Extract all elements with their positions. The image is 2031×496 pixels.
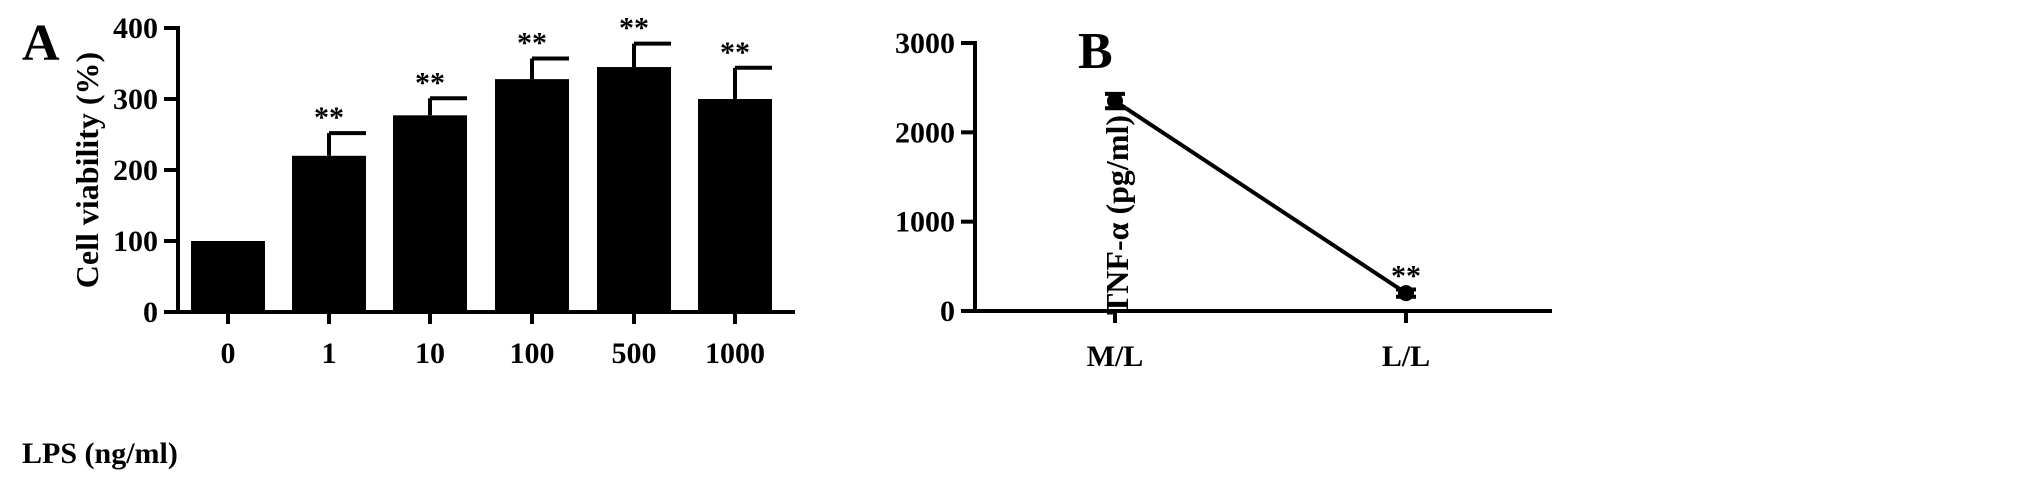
panel-a-significance-label: ** (720, 36, 750, 69)
panel-a-bar (597, 67, 671, 312)
panel-b-y-tick-label: 0 (940, 295, 955, 328)
panel-b: B TNF-α (pg/ml) 0 1000 2000 3000 M/L L/L ** (895, 23, 1552, 373)
panel-b-y-tick-label: 3000 (895, 27, 955, 60)
panel-b-axes: 0 1000 2000 3000 M/L L/L (895, 27, 1552, 373)
panel-a-bar (495, 79, 569, 313)
panel-a-significance-label: ** (619, 12, 649, 45)
panel-a-y-axis-title: Cell viability (%) (69, 52, 105, 288)
panel-a-y-tick-label: 300 (113, 83, 158, 116)
panel-b-category-label: M/L (1087, 340, 1144, 373)
panel-a-bar (191, 241, 265, 312)
panel-a-bar (292, 155, 366, 312)
panel-b-data-point (1398, 285, 1414, 302)
panel-a-letter: A (22, 15, 60, 72)
panel-a-category-label: 1 (322, 337, 337, 370)
panel-a-y-tick-label: 200 (113, 154, 158, 187)
panel-a-category-label: 1000 (705, 337, 765, 370)
panel-a-category-label: 500 (612, 337, 657, 370)
panel-a: A Cell viability (%) LPS (ng/ml) 0100200… (22, 12, 795, 470)
panel-a-bar (393, 115, 467, 312)
panel-b-y-tick-label: 1000 (895, 206, 955, 239)
panel-a-y-tick-label: 100 (113, 225, 158, 258)
panel-b-marks: ** (1105, 91, 1421, 302)
panel-b-series-line (1113, 99, 1408, 295)
panel-b-data-point (1107, 93, 1123, 110)
panel-a-significance-label: ** (517, 27, 547, 60)
panel-a-axes: 0 100 200 300 400 0 1 10 100 500 1000 (113, 12, 795, 370)
panel-b-y-tick-label: 2000 (895, 116, 955, 149)
panel-a-x-axis-title: LPS (ng/ml) (22, 437, 178, 470)
panel-a-category-label: 0 (221, 337, 236, 370)
panel-a-y-tick-label: 0 (143, 296, 158, 329)
panel-b-category-label: L/L (1382, 340, 1430, 373)
panel-a-bar (698, 99, 772, 312)
panel-a-y-tick-label: 400 (113, 12, 158, 45)
panel-b-y-axis-title: TNF-α (pg/ml) (1099, 115, 1135, 315)
panel-b-significance-label: ** (1391, 260, 1421, 293)
panel-b-letter: B (1078, 23, 1113, 80)
panel-a-marks: ** ** ** ** ** (191, 12, 772, 313)
panel-a-significance-label: ** (415, 66, 445, 99)
panel-a-category-label: 10 (415, 337, 445, 370)
panel-a-category-label: 100 (510, 337, 555, 370)
panel-a-significance-label: ** (314, 101, 344, 134)
